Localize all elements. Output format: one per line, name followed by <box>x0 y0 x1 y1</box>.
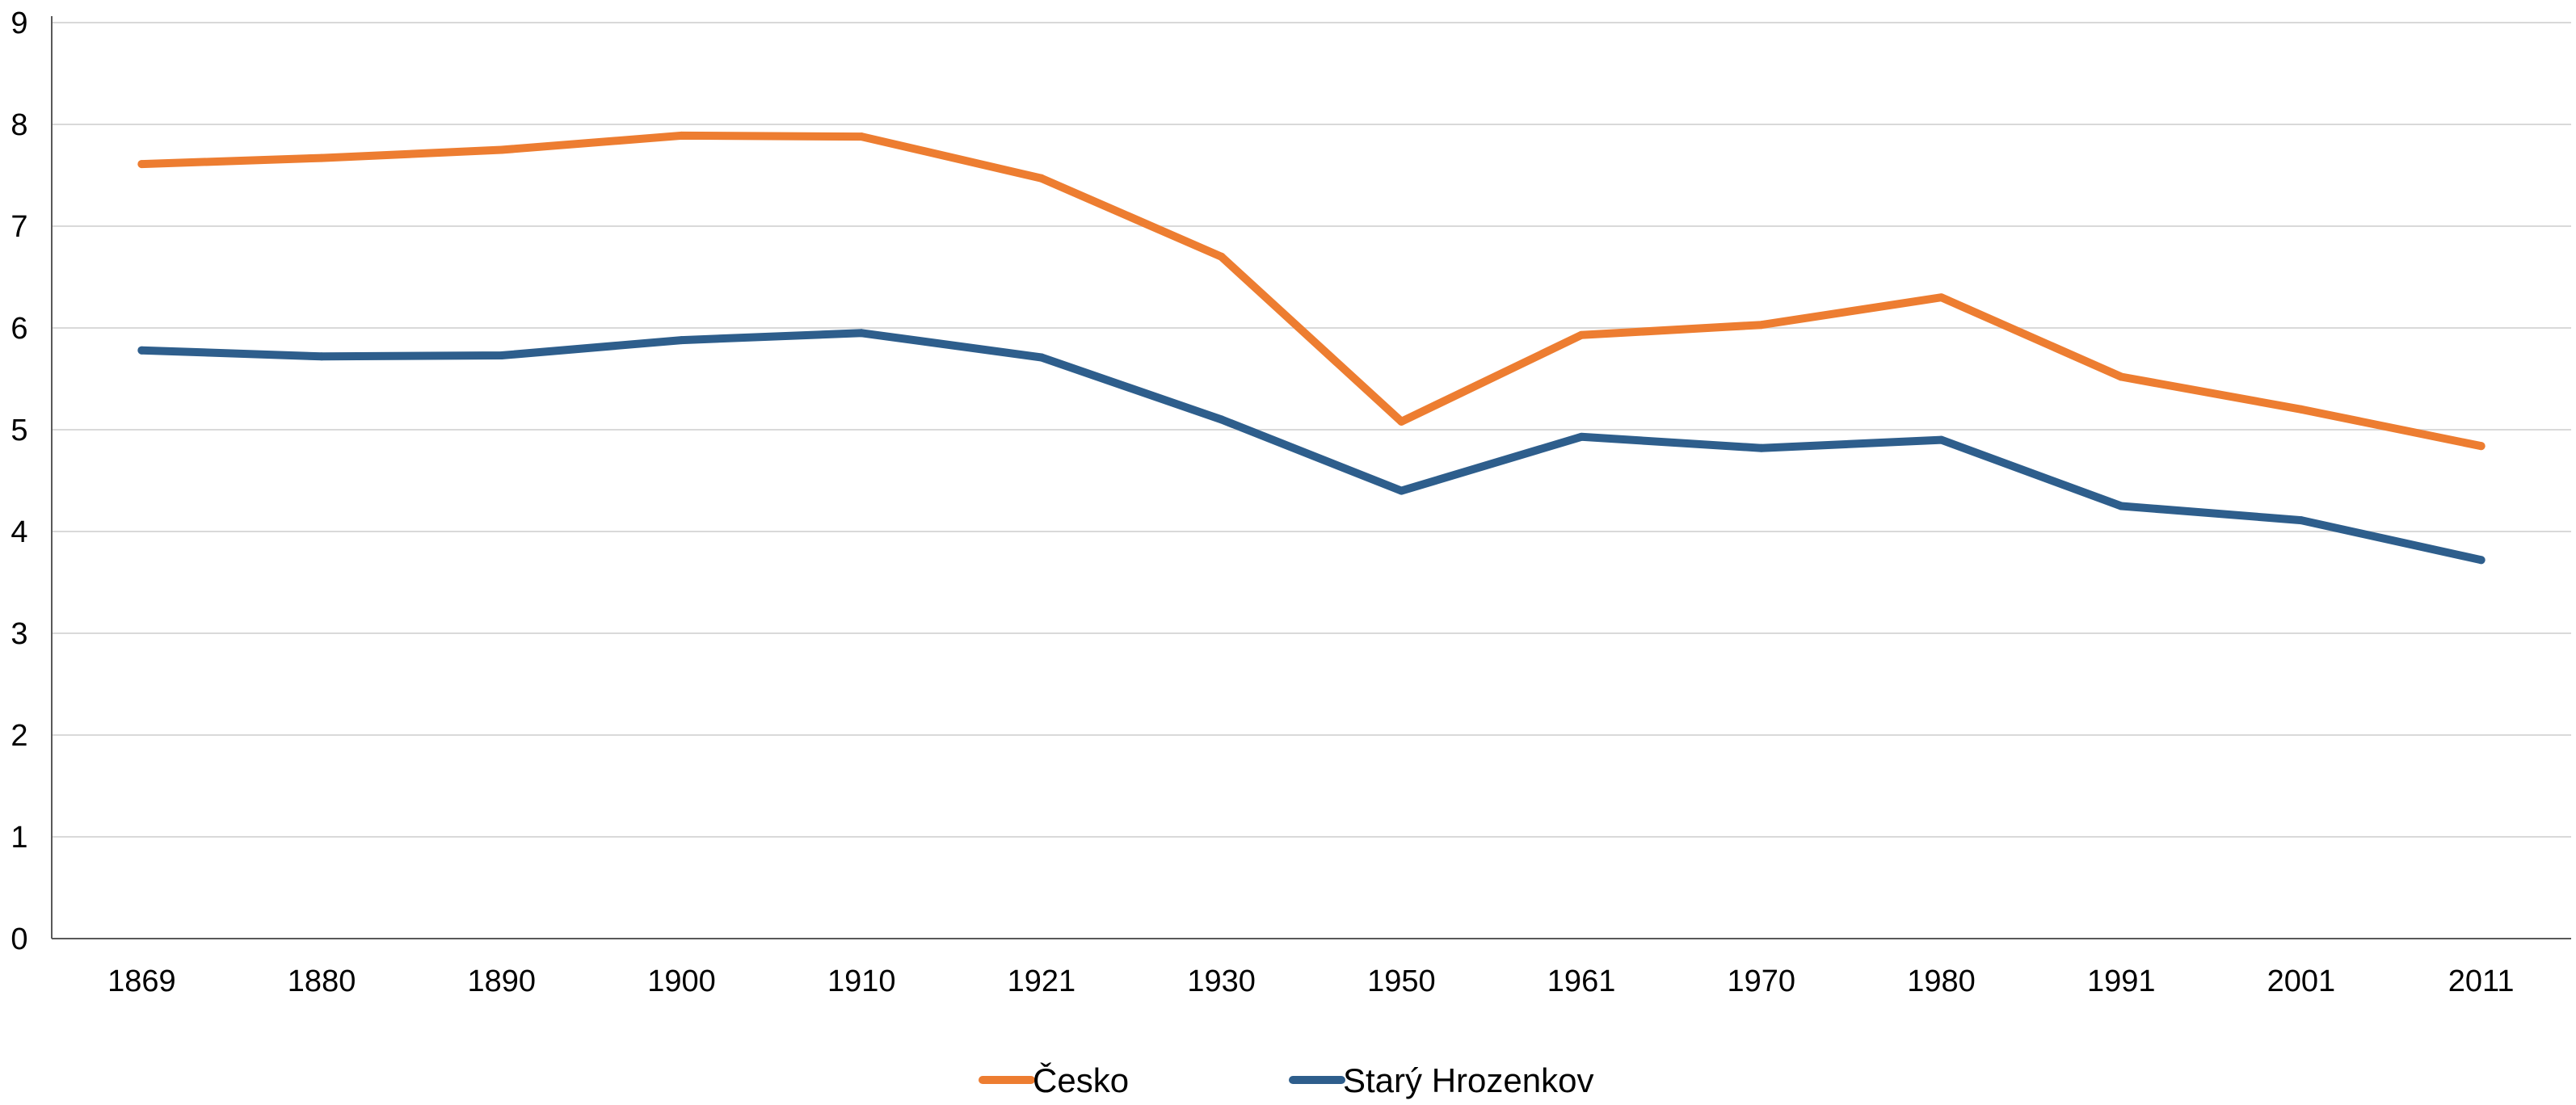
data-point <box>2477 556 2486 565</box>
data-point <box>1037 353 1046 362</box>
y-tick-label: 6 <box>11 312 27 346</box>
gridlines <box>52 22 2571 838</box>
y-tick-label: 2 <box>11 719 27 753</box>
x-tick-label: 1991 <box>2087 964 2156 998</box>
data-point <box>1757 443 1766 452</box>
data-point <box>318 153 326 162</box>
data-point <box>137 160 146 169</box>
y-tick-label: 9 <box>11 6 27 40</box>
data-point <box>857 132 866 141</box>
data-point <box>497 351 506 360</box>
y-tick-label: 3 <box>11 617 27 651</box>
axes <box>51 16 2571 939</box>
data-point <box>2296 516 2305 525</box>
data-point <box>2296 405 2305 414</box>
x-tick-label: 2001 <box>2267 964 2336 998</box>
data-point <box>1037 174 1046 183</box>
legend-label-0: Česko <box>1033 1061 1129 1099</box>
x-tick-label: 1980 <box>1907 964 1976 998</box>
y-tick-label: 8 <box>11 108 27 142</box>
y-tick-label: 7 <box>11 210 27 244</box>
x-tick-label: 2011 <box>2448 964 2515 998</box>
data-point <box>1757 321 1766 330</box>
x-tick-label: 1880 <box>288 964 356 998</box>
data-point <box>1397 486 1406 495</box>
data-point <box>1937 435 1946 444</box>
x-tick-label: 1921 <box>1008 964 1076 998</box>
data-point <box>1577 330 1586 339</box>
y-axis-tick-labels: 0 1 2 3 4 5 6 7 8 9 <box>11 6 27 956</box>
series-lines <box>137 131 2486 565</box>
y-tick-label: 1 <box>11 821 27 855</box>
data-point <box>1217 252 1226 261</box>
x-tick-label: 1950 <box>1367 964 1436 998</box>
data-point <box>857 329 866 338</box>
x-tick-label: 1961 <box>1547 964 1616 998</box>
data-point <box>1397 417 1406 426</box>
data-point <box>2117 372 2126 381</box>
y-tick-label: 4 <box>11 515 27 549</box>
x-tick-label: 1869 <box>107 964 176 998</box>
x-tick-label: 1890 <box>468 964 537 998</box>
y-tick-label: 5 <box>11 414 27 447</box>
x-axis-tick-labels: 1869 1880 1890 1900 1910 1921 1930 1950 1961 1970… <box>107 964 2514 998</box>
x-tick-label: 1930 <box>1187 964 1256 998</box>
data-point <box>1217 415 1226 424</box>
data-point <box>1577 432 1586 441</box>
data-point <box>318 352 326 361</box>
data-point <box>137 346 146 355</box>
x-tick-label: 1900 <box>647 964 716 998</box>
data-point <box>1937 293 1946 302</box>
data-point <box>677 131 686 140</box>
data-point <box>2477 442 2486 451</box>
legend-label-1: Starý Hrozenkov <box>1343 1061 1593 1099</box>
series-line-1 <box>137 329 2486 565</box>
series-line-0 <box>137 131 2486 451</box>
data-point <box>677 336 686 345</box>
legend: Česko Starý Hrozenkov <box>979 1061 1593 1099</box>
x-tick-label: 1970 <box>1728 964 1796 998</box>
data-point <box>2117 502 2126 510</box>
x-tick-label: 1910 <box>827 964 896 998</box>
y-tick-label: 0 <box>11 922 27 956</box>
data-point <box>497 145 506 154</box>
